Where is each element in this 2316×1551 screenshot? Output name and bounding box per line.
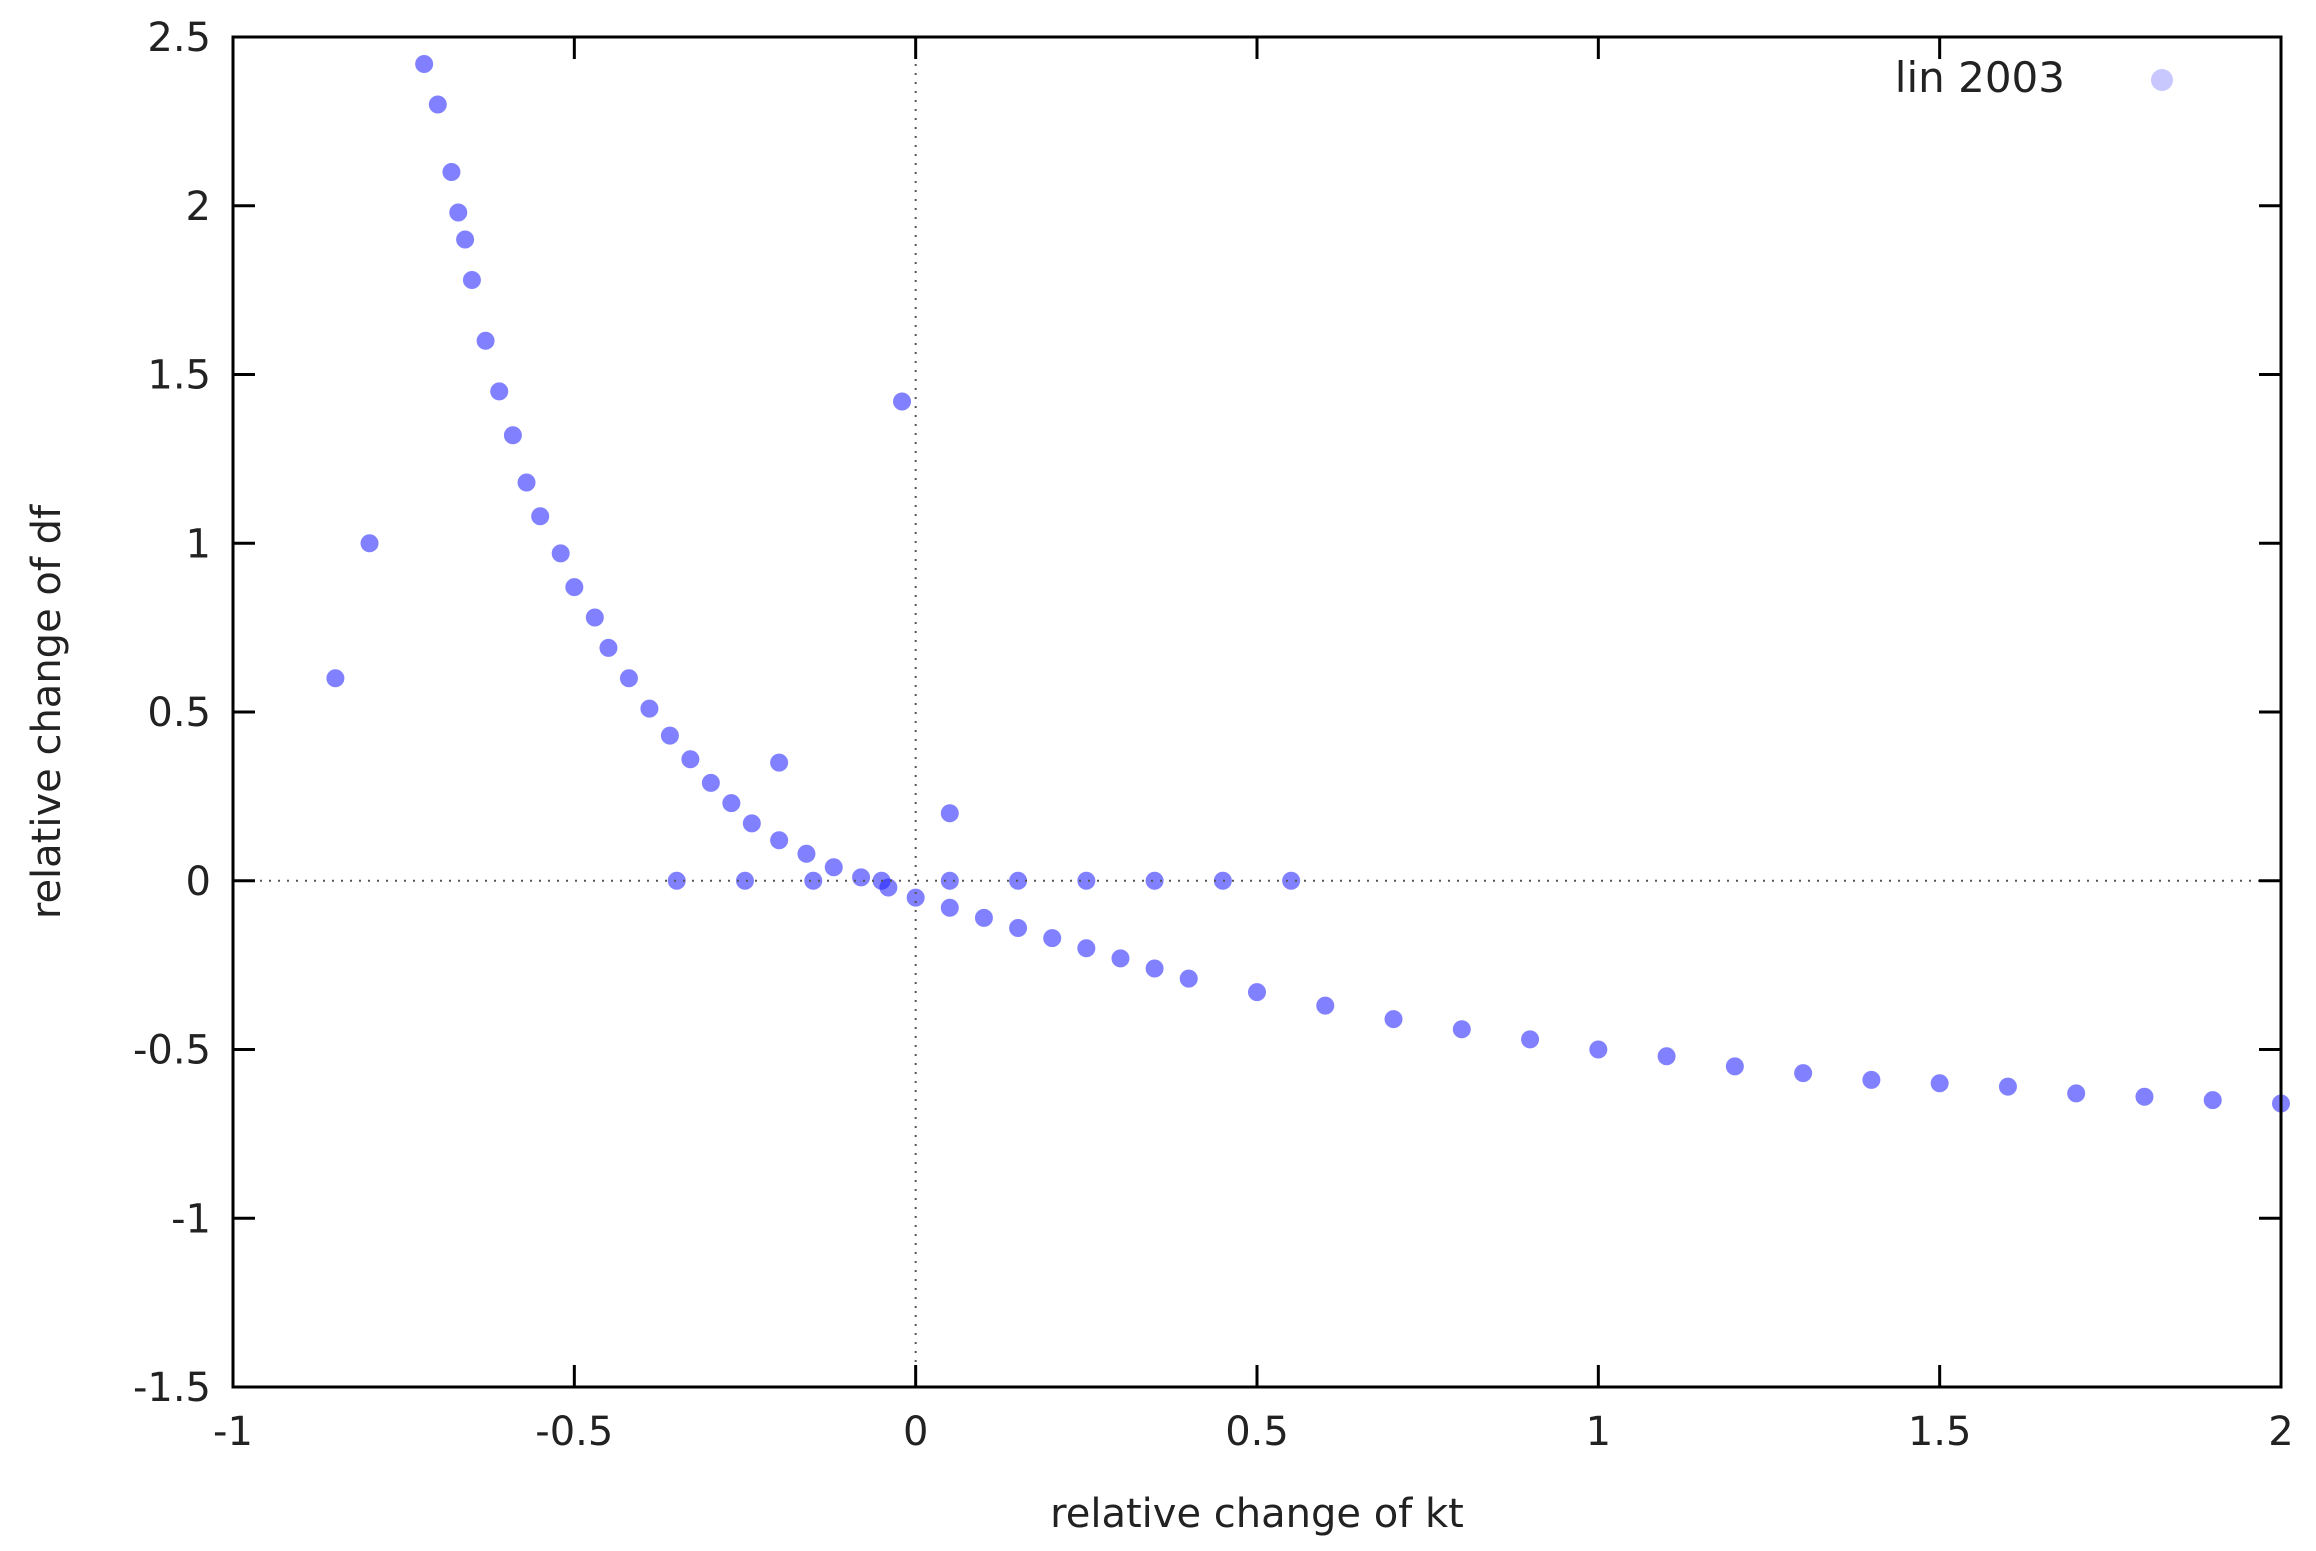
x-tick-label: 0 (903, 1409, 928, 1455)
data-point (360, 534, 379, 553)
data-point (456, 230, 475, 249)
y-tick-label: 0.5 (147, 690, 211, 736)
data-point (906, 888, 925, 907)
data-point (1452, 1020, 1471, 1039)
data-point (660, 726, 679, 745)
data-point (770, 831, 789, 850)
data-point (2067, 1084, 2086, 1103)
y-tick-label: 2.5 (147, 15, 211, 61)
legend-marker (2151, 69, 2173, 91)
ticks-layer (231, 35, 2283, 1389)
data-point (1179, 969, 1198, 988)
y-tick-label: 1.5 (147, 353, 211, 399)
data-point (722, 794, 741, 813)
data-point (1384, 1010, 1403, 1029)
data-point (619, 669, 638, 688)
data-point (797, 844, 816, 863)
data-point (442, 163, 461, 181)
data-point (503, 426, 522, 445)
data-point (599, 638, 618, 657)
data-point (804, 871, 823, 890)
x-tick-label: 0.5 (1225, 1409, 1289, 1455)
plot-frame (231, 35, 2283, 1389)
y-tick-label: -1 (171, 1196, 211, 1242)
y-tick-label: 0 (186, 859, 211, 905)
data-point (517, 473, 536, 492)
data-point (1862, 1070, 1881, 1089)
data-point (565, 578, 584, 597)
data-point (1725, 1057, 1744, 1076)
data-point (1077, 871, 1096, 890)
data-point (1077, 939, 1096, 958)
x-tick-label: 2 (2268, 1409, 2293, 1455)
data-point (1213, 871, 1232, 890)
points-layer (326, 55, 2290, 1113)
data-point (1111, 949, 1130, 968)
data-point (1316, 996, 1335, 1015)
x-tick-label: 1.5 (1908, 1409, 1972, 1455)
data-point (1521, 1030, 1540, 1049)
data-point (449, 203, 468, 222)
data-point (1248, 983, 1266, 1002)
data-point (490, 382, 509, 401)
zero-lines (233, 37, 2281, 1387)
data-point (940, 871, 959, 890)
data-point (940, 804, 959, 823)
data-point (2203, 1091, 2222, 1110)
data-point (940, 898, 959, 917)
data-point (770, 753, 789, 772)
data-point (585, 608, 604, 627)
y-tick-label: -0.5 (133, 1028, 211, 1074)
data-point (415, 55, 434, 73)
data-point (1145, 871, 1164, 890)
data-point (640, 699, 659, 718)
data-point (1282, 871, 1301, 890)
data-point (1998, 1077, 2017, 1096)
data-point (1145, 959, 1164, 978)
data-point (428, 95, 447, 114)
data-point (1009, 919, 1028, 937)
y-tick-label: -1.5 (133, 1365, 211, 1411)
data-point (326, 669, 345, 688)
y-tick-label: 2 (186, 184, 211, 230)
data-point (1657, 1047, 1676, 1066)
data-point (1794, 1064, 1813, 1083)
data-point (1009, 871, 1028, 890)
y-tick-label: 1 (186, 521, 211, 567)
y-axis-title: relative change of df (24, 504, 70, 919)
data-point (1930, 1074, 1949, 1093)
data-point (681, 750, 700, 769)
legend-label: lin 2003 (1895, 53, 2065, 102)
data-point (476, 331, 495, 350)
data-point (1589, 1040, 1608, 1059)
x-tick-label: 1 (1586, 1409, 1611, 1455)
data-point (824, 858, 843, 877)
data-point (893, 392, 912, 411)
data-point (1043, 929, 1062, 948)
x-axis-title: relative change of kt (1050, 1491, 1464, 1537)
data-point (462, 271, 481, 289)
data-point (2135, 1087, 2154, 1106)
data-point (852, 868, 871, 887)
data-point (974, 908, 993, 927)
x-tick-label: -1 (213, 1409, 253, 1455)
legend: lin 2003 (1895, 53, 2173, 102)
data-point (667, 871, 686, 890)
labels-layer: -1 -0.5 0 0.5 1 1.5 2-1.5-1-0.500.511.522.5 (133, 15, 2294, 1455)
data-point (701, 773, 720, 792)
data-point (742, 814, 761, 833)
data-point (531, 507, 550, 526)
data-point (551, 544, 570, 563)
x-tick-label: -0.5 (535, 1409, 613, 1455)
data-point (736, 871, 754, 890)
